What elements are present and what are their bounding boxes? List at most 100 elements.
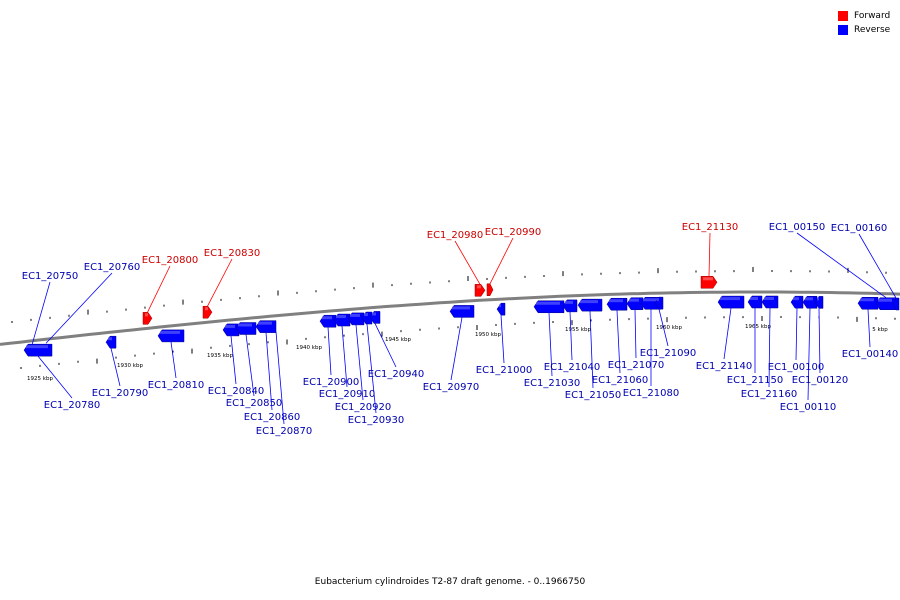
gene-label-ec1_20800: EC1_20800 xyxy=(142,255,198,266)
gene-highlight xyxy=(322,316,332,320)
gene-label-ec1_00140: EC1_00140 xyxy=(842,349,898,360)
gene-highlight xyxy=(350,313,360,317)
gene-highlight xyxy=(703,277,713,281)
gene-highlight xyxy=(225,324,235,328)
gene-connector xyxy=(548,312,553,377)
gene-connector xyxy=(327,327,332,376)
gene-connector xyxy=(355,324,364,401)
scale-label: 1935 kbp xyxy=(207,353,233,359)
gene-highlight xyxy=(258,321,272,325)
gene-connector xyxy=(634,309,637,359)
legend-reverse-label: Reverse xyxy=(854,25,891,35)
gene-highlight xyxy=(364,313,368,317)
gene-highlight xyxy=(565,300,573,304)
gene-highlight xyxy=(26,345,48,349)
gene-highlight xyxy=(536,301,560,305)
gene-label-ec1_21030: EC1_21030 xyxy=(524,378,580,389)
gene-connector xyxy=(867,309,871,348)
gene-highlight xyxy=(643,298,657,302)
gene-connector xyxy=(589,311,594,389)
gene-connector xyxy=(110,348,121,387)
gene-connector xyxy=(454,240,481,285)
legend-forward-label: Forward xyxy=(854,11,891,21)
gene-connector xyxy=(708,232,711,277)
gene-label-ec1_21150: EC1_21150 xyxy=(727,375,783,386)
gene-arrow-ec1_00160 xyxy=(892,297,900,311)
gene-highlight xyxy=(817,297,819,301)
gene-connector xyxy=(275,331,285,425)
gene-highlight xyxy=(336,315,346,319)
gene-label-ec1_20750: EC1_20750 xyxy=(22,271,78,282)
gene-connector xyxy=(569,311,573,361)
forward-swatch xyxy=(838,11,848,21)
gene-label-ec1_20850: EC1_20850 xyxy=(226,398,282,409)
gene-label-ec1_21000: EC1_21000 xyxy=(476,365,532,376)
gene-highlight xyxy=(805,297,813,301)
legend-forward: Forward xyxy=(838,9,890,23)
gene-connector xyxy=(500,315,505,364)
gene-highlight xyxy=(860,298,874,302)
gene-label-ec1_20920: EC1_20920 xyxy=(335,402,391,413)
gene-highlight xyxy=(238,323,252,327)
legend: Forward Reverse xyxy=(838,9,890,37)
gene-label-ec1_21050: EC1_21050 xyxy=(565,390,621,401)
gene-label-ec1_21080: EC1_21080 xyxy=(623,388,679,399)
gene-label-ec1_20840: EC1_20840 xyxy=(208,386,264,397)
caption: Eubacterium cylindroides T2-87 draft gen… xyxy=(314,577,586,587)
gene-connector xyxy=(230,335,237,385)
gene-label-ec1_20990: EC1_20990 xyxy=(485,227,541,238)
scale-label: 5 kbp xyxy=(872,327,888,333)
gene-label-ec1_20900: EC1_20900 xyxy=(303,377,359,388)
gene-highlight xyxy=(657,298,659,302)
gene-label-ec1_21060: EC1_21060 xyxy=(592,375,648,386)
gene-label-ec1_20870: EC1_20870 xyxy=(256,426,312,437)
gene-highlight xyxy=(764,297,774,301)
gene-connector xyxy=(245,334,255,397)
gene-connector xyxy=(265,332,273,411)
gene-label-ec1_20970: EC1_20970 xyxy=(423,382,479,393)
scale-label: 1945 kbp xyxy=(385,337,411,343)
gene-highlight xyxy=(609,299,623,303)
gene-connector xyxy=(489,237,514,284)
gene-label-ec1_00110: EC1_00110 xyxy=(780,402,836,413)
scale-label: 1950 kbp xyxy=(475,332,501,338)
gene-label-ec1_21070: EC1_21070 xyxy=(608,360,664,371)
gene-label-ec1_00160: EC1_00160 xyxy=(831,223,887,234)
gene-label-ec1_20760: EC1_20760 xyxy=(84,262,140,273)
gene-highlight xyxy=(160,330,180,334)
gene-highlight xyxy=(629,298,639,302)
gene-connector xyxy=(147,265,171,313)
gene-highlight xyxy=(580,300,598,304)
gene-arrow-ec1_20990 xyxy=(486,283,494,297)
gene-label-ec1_21040: EC1_21040 xyxy=(544,362,600,373)
gene-highlight xyxy=(878,298,892,302)
gene-connector xyxy=(31,281,51,345)
gene-connector xyxy=(170,341,177,379)
scale-label: 1930 kbp xyxy=(117,363,143,369)
gene-label-ec1_21140: EC1_21140 xyxy=(696,361,752,372)
gene-connector xyxy=(341,326,348,388)
legend-reverse: Reverse xyxy=(838,23,890,37)
gene-label-ec1_20910: EC1_20910 xyxy=(319,389,375,400)
gene-highlight xyxy=(372,312,376,316)
gene-label-ec1_00120: EC1_00120 xyxy=(792,375,848,386)
scale-label: 1955 kbp xyxy=(565,327,591,333)
gene-label-ec1_20830: EC1_20830 xyxy=(204,248,260,259)
gene-label-ec1_21160: EC1_21160 xyxy=(741,389,797,400)
gene-connector xyxy=(37,355,73,399)
gene-connector xyxy=(45,272,113,344)
gene-label-ec1_20940: EC1_20940 xyxy=(368,369,424,380)
gene-label-ec1_20980: EC1_20980 xyxy=(427,230,483,241)
gene-highlight xyxy=(499,304,501,308)
gene-label-ec1_00100: EC1_00100 xyxy=(768,362,824,373)
gene-connector xyxy=(858,233,897,299)
gene-connector xyxy=(616,310,621,374)
gene-label-ec1_20780: EC1_20780 xyxy=(44,400,100,411)
gene-connector xyxy=(795,308,798,361)
gene-label-ec1_21130: EC1_21130 xyxy=(682,222,738,233)
gene-highlight xyxy=(720,297,740,301)
gene-label-ec1_20810: EC1_20810 xyxy=(148,380,204,391)
scale-label: 1925 kbp xyxy=(27,376,53,382)
scale-label: 1965 kbp xyxy=(745,324,771,330)
